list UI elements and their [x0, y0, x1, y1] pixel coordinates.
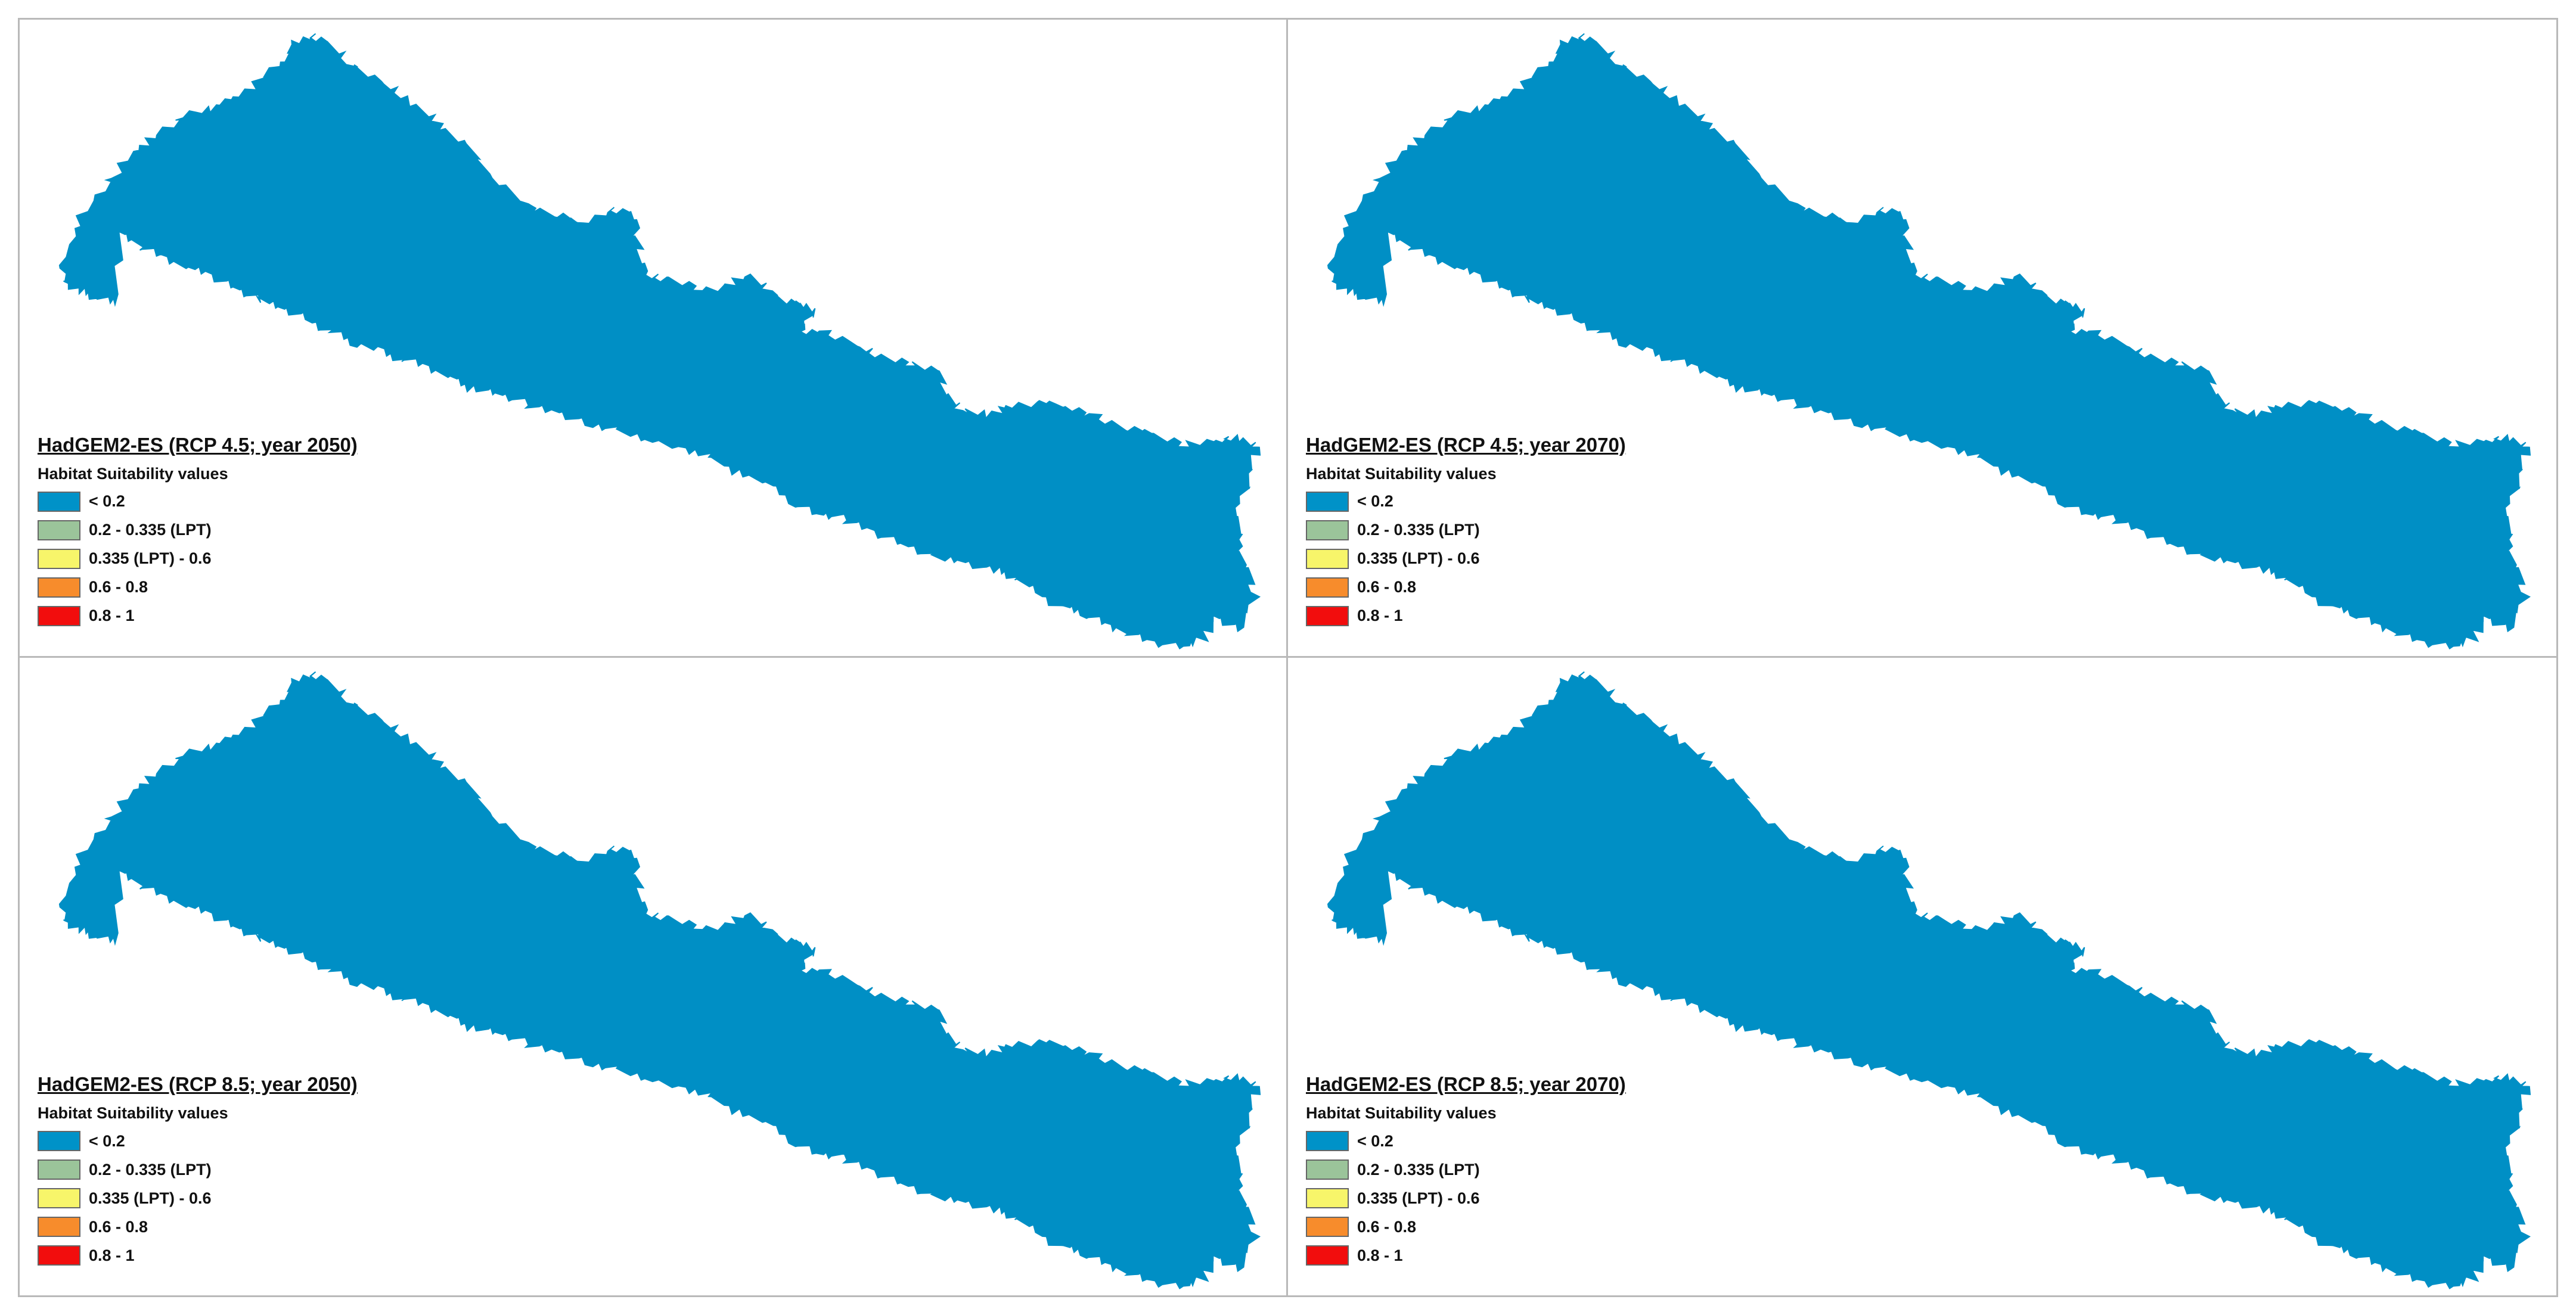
nepal-region-shape [58, 33, 1261, 649]
legend-label: 0.6 - 0.8 [89, 1217, 148, 1236]
legend-item: 0.335 (LPT) - 0.6 [1306, 548, 1626, 570]
legend-swatch [38, 1188, 80, 1208]
nepal-region-map [1327, 671, 2531, 1289]
map-panel-rcp45-2050: HadGEM2-ES (RCP 4.5; year 2050) Habitat … [20, 20, 1288, 658]
legend-item: 0.8 - 1 [38, 1244, 358, 1267]
legend-item: 0.2 - 0.335 (LPT) [38, 1158, 358, 1181]
map-legend: HadGEM2-ES (RCP 4.5; year 2070) Habitat … [1306, 434, 1626, 633]
legend-item: 0.8 - 1 [1306, 605, 1626, 627]
legend-swatch [1306, 520, 1349, 540]
legend-label: 0.6 - 0.8 [89, 578, 148, 596]
legend-label: 0.8 - 1 [1357, 1246, 1403, 1264]
legend-item: 0.335 (LPT) - 0.6 [38, 548, 358, 570]
legend-item: < 0.2 [38, 490, 358, 513]
legend-item: 0.6 - 0.8 [38, 576, 358, 599]
nepal-region-map [58, 33, 1261, 649]
legend-swatch [38, 1245, 80, 1266]
legend-label: 0.2 - 0.335 (LPT) [1357, 521, 1480, 539]
legend-label: < 0.2 [89, 1131, 125, 1150]
legend-label: 0.8 - 1 [89, 607, 135, 624]
legend-swatch [38, 1217, 80, 1237]
legend-swatch [1306, 1217, 1349, 1237]
nepal-region-shape [1327, 33, 2531, 649]
legend-title: HadGEM2-ES (RCP 4.5; year 2050) [38, 433, 358, 456]
legend-label: < 0.2 [1357, 492, 1393, 510]
map-panel-rcp45-2070: HadGEM2-ES (RCP 4.5; year 2070) Habitat … [1288, 20, 2556, 658]
legend-item: 0.6 - 0.8 [1306, 1215, 1626, 1238]
legend-item: 0.8 - 1 [1306, 1244, 1626, 1267]
legend-swatch [1306, 1159, 1349, 1180]
legend-title: HadGEM2-ES (RCP 8.5; year 2070) [1306, 1073, 1626, 1095]
legend-label: 0.6 - 0.8 [1357, 1217, 1417, 1236]
legend-item: 0.6 - 0.8 [38, 1215, 358, 1238]
legend-swatch [38, 605, 80, 626]
legend-item: 0.2 - 0.335 (LPT) [1306, 1158, 1626, 1181]
legend-swatch [1306, 491, 1349, 512]
legend-item: 0.8 - 1 [38, 605, 358, 627]
nepal-region-shape [1327, 671, 2531, 1289]
legend-item: < 0.2 [38, 1130, 358, 1152]
legend-label: 0.6 - 0.8 [1357, 578, 1417, 596]
legend-label: 0.2 - 0.335 (LPT) [89, 521, 212, 539]
legend-label: 0.335 (LPT) - 0.6 [1357, 549, 1480, 567]
legend-swatch [38, 1131, 80, 1151]
map-grid: HadGEM2-ES (RCP 4.5; year 2050) Habitat … [18, 18, 2558, 1297]
legend-swatch [1306, 1131, 1349, 1151]
legend-subtitle: Habitat Suitability values [38, 464, 228, 483]
nepal-region-map [58, 671, 1261, 1289]
legend-swatch [1306, 1245, 1349, 1266]
legend-item: < 0.2 [1306, 490, 1626, 513]
legend-item: 0.2 - 0.335 (LPT) [1306, 519, 1626, 542]
map-legend: HadGEM2-ES (RCP 8.5; year 2070) Habitat … [1306, 1073, 1626, 1273]
nepal-region-map [1327, 33, 2531, 649]
legend-subtitle: Habitat Suitability values [38, 1104, 228, 1122]
legend-swatch [38, 548, 80, 569]
legend-label: 0.335 (LPT) - 0.6 [89, 549, 212, 567]
legend-label: 0.335 (LPT) - 0.6 [1357, 1189, 1480, 1207]
legend-swatch [1306, 548, 1349, 569]
legend-label: < 0.2 [1357, 1131, 1393, 1150]
legend-label: < 0.2 [89, 492, 125, 510]
legend-label: 0.335 (LPT) - 0.6 [89, 1189, 212, 1207]
legend-item: < 0.2 [1306, 1130, 1626, 1152]
legend-swatch [1306, 1188, 1349, 1208]
legend-item: 0.6 - 0.8 [1306, 576, 1626, 599]
legend-item: 0.2 - 0.335 (LPT) [38, 519, 358, 542]
legend-label: 0.8 - 1 [1357, 607, 1403, 624]
legend-label: 0.2 - 0.335 (LPT) [1357, 1160, 1480, 1179]
legend-subtitle: Habitat Suitability values [1306, 464, 1497, 483]
map-panel-rcp85-2070: HadGEM2-ES (RCP 8.5; year 2070) Habitat … [1288, 657, 2556, 1295]
legend-item: 0.335 (LPT) - 0.6 [1306, 1187, 1626, 1210]
legend-label: 0.8 - 1 [89, 1246, 135, 1264]
map-legend: HadGEM2-ES (RCP 4.5; year 2050) Habitat … [38, 434, 358, 633]
map-legend: HadGEM2-ES (RCP 8.5; year 2050) Habitat … [38, 1073, 358, 1273]
legend-subtitle: Habitat Suitability values [1306, 1104, 1497, 1122]
legend-swatch [38, 577, 80, 598]
legend-item: 0.335 (LPT) - 0.6 [38, 1187, 358, 1210]
legend-swatch [1306, 605, 1349, 626]
legend-label: 0.2 - 0.335 (LPT) [89, 1160, 212, 1179]
legend-title: HadGEM2-ES (RCP 8.5; year 2050) [38, 1073, 358, 1095]
legend-swatch [38, 491, 80, 512]
nepal-region-shape [58, 671, 1261, 1289]
legend-swatch [38, 1159, 80, 1180]
map-panel-rcp85-2050: HadGEM2-ES (RCP 8.5; year 2050) Habitat … [20, 657, 1288, 1295]
legend-title: HadGEM2-ES (RCP 4.5; year 2070) [1306, 433, 1626, 456]
legend-swatch [38, 520, 80, 540]
legend-swatch [1306, 577, 1349, 598]
